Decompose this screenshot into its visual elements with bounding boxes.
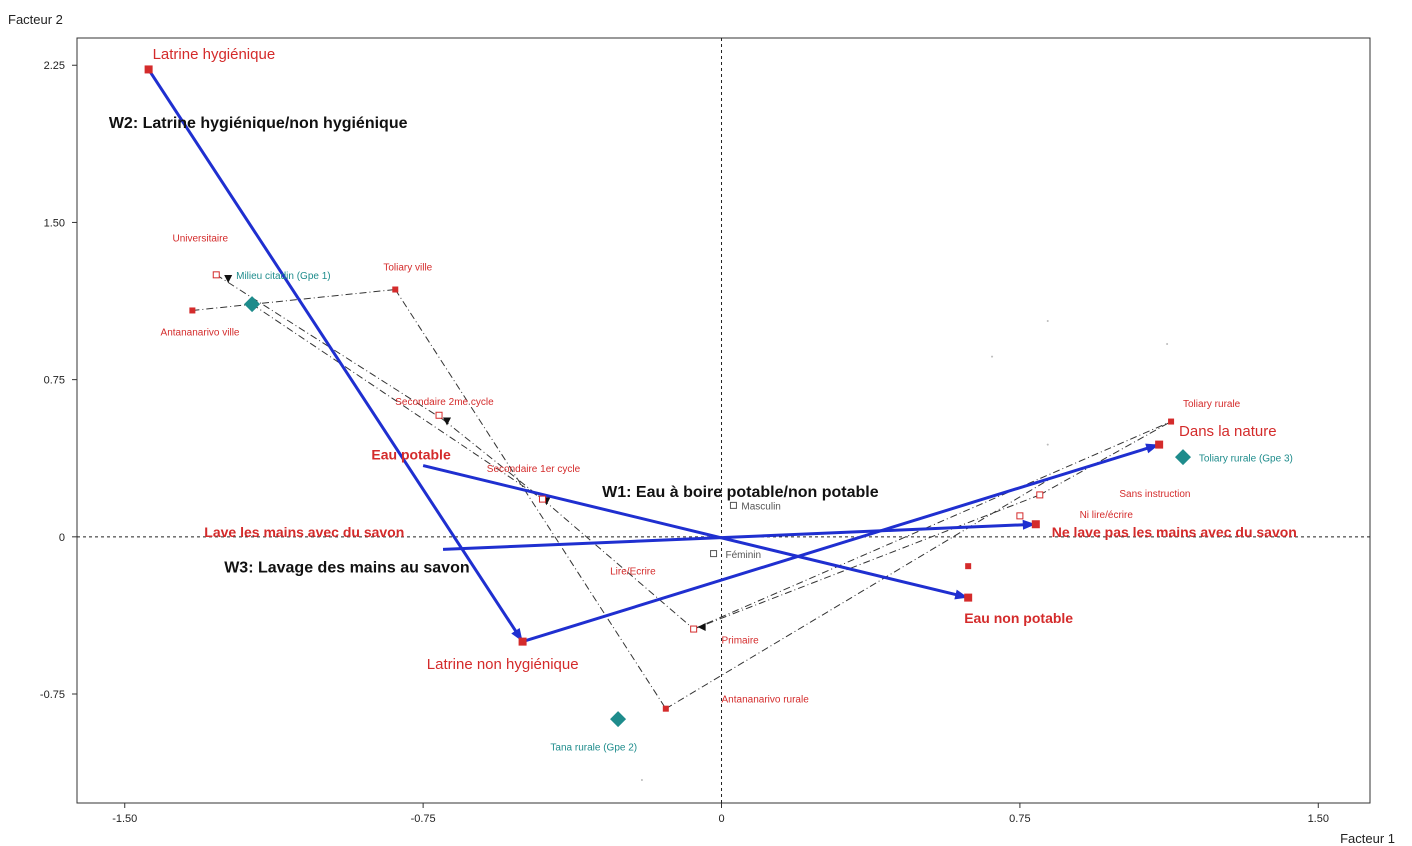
- x-tick-label: 0: [718, 813, 724, 825]
- point-marker: [965, 563, 972, 570]
- x-tick-label: -1.50: [112, 813, 137, 825]
- point-label: Ne lave pas les mains avec du savon: [1052, 524, 1297, 540]
- point-marker: [1155, 440, 1164, 449]
- dashdot-connector: [665, 479, 1049, 710]
- point-marker: [392, 286, 399, 293]
- point-label: Toliary rurale (Gpe 3): [1199, 453, 1293, 464]
- y-tick-label: 1.50: [44, 217, 65, 229]
- point-marker-open: [435, 411, 443, 419]
- point-label: Sans instruction: [1119, 489, 1190, 500]
- x-tick-label: 1.50: [1308, 813, 1329, 825]
- noise-dot: [1166, 343, 1169, 345]
- dashdot-connector: [542, 498, 694, 630]
- arrowhead-marker: [224, 275, 233, 284]
- point-label: Universitaire: [172, 233, 228, 244]
- y-tick-label: 0: [59, 532, 65, 544]
- y-tick-label: -0.75: [40, 689, 65, 701]
- dimension-arrow: [522, 443, 1160, 644]
- x-tick-label: -0.75: [411, 813, 436, 825]
- point-label: Antananarivo ville: [161, 328, 240, 339]
- point-label: Lave les mains avec du savon: [204, 524, 404, 540]
- point-marker: [964, 593, 973, 602]
- point-marker-open: [690, 625, 698, 633]
- noise-dot: [1046, 319, 1049, 322]
- point-marker: [144, 65, 153, 74]
- point-marker: [189, 307, 196, 314]
- point-label: Toliary ville: [383, 263, 432, 274]
- point-marker: [1168, 418, 1175, 425]
- point-marker-open: [212, 271, 220, 279]
- arrowhead-marker: [442, 417, 451, 426]
- dashdot-connector: [1039, 421, 1172, 496]
- group-diamond-marker: [610, 711, 627, 728]
- dimension-label: W3: Lavage des mains au savon: [224, 559, 469, 576]
- dashdot-connector: [251, 303, 543, 500]
- dimension-arrow: [147, 68, 524, 643]
- dashdot-connector: [693, 421, 1172, 630]
- point-label: Primaire: [722, 636, 760, 647]
- dimension-label: W1: Eau à boire potable/non potable: [602, 484, 879, 501]
- point-label: Secondaire 2me cycle: [395, 397, 494, 408]
- point-marker-open: [538, 495, 546, 503]
- dashdot-connector: [192, 289, 396, 311]
- dimension-arrowhead: [1022, 519, 1036, 530]
- noise-dot: [991, 355, 994, 358]
- point-label: Latrine hygiénique: [153, 46, 276, 63]
- point-label: Secondaire 1er cycle: [487, 464, 581, 475]
- x-tick-label: 0.75: [1009, 813, 1030, 825]
- point-marker: [662, 705, 669, 712]
- dimension-label: W2: Latrine hygiénique/non hygiénique: [109, 115, 408, 132]
- y-tick-label: 2.25: [44, 60, 65, 72]
- arrowhead-marker: [697, 622, 706, 631]
- point-label: Eau non potable: [964, 610, 1073, 626]
- point-label: Antananarivo rurale: [722, 694, 810, 705]
- noise-dot: [1046, 443, 1049, 446]
- group-diamond-marker: [244, 296, 261, 313]
- point-marker-open: [1036, 491, 1044, 499]
- point-label: Milieu citadin (Gpe 1): [236, 271, 330, 282]
- point-marker-open: [710, 550, 718, 558]
- point-label: Toliary rurale: [1183, 399, 1241, 410]
- point-marker-open: [1016, 512, 1024, 520]
- point-label: Ni lire/écrire: [1080, 510, 1134, 521]
- point-label: Eau potable: [371, 446, 451, 462]
- x-axis-title: Facteur 1: [1340, 831, 1395, 846]
- dashdot-connector: [693, 494, 1040, 630]
- group-diamond-marker: [1175, 449, 1192, 466]
- noise-dot: [640, 778, 643, 781]
- dimension-arrow: [442, 522, 1036, 551]
- point-label: Lire/Ecrire: [610, 567, 656, 578]
- dimension-arrow: [422, 464, 969, 600]
- point-marker: [518, 637, 527, 646]
- point-label: Latrine non hygiénique: [427, 656, 579, 673]
- point-label: Féminin: [725, 550, 761, 561]
- point-marker: [1031, 520, 1040, 529]
- point-marker-open: [729, 501, 737, 509]
- y-axis-title: Facteur 2: [8, 12, 63, 27]
- point-label: Tana rurale (Gpe 2): [550, 743, 637, 754]
- point-label: Dans la nature: [1179, 423, 1277, 440]
- point-label: Masculin: [741, 502, 780, 513]
- y-tick-label: 0.75: [44, 375, 65, 387]
- plot-frame: [76, 37, 1371, 804]
